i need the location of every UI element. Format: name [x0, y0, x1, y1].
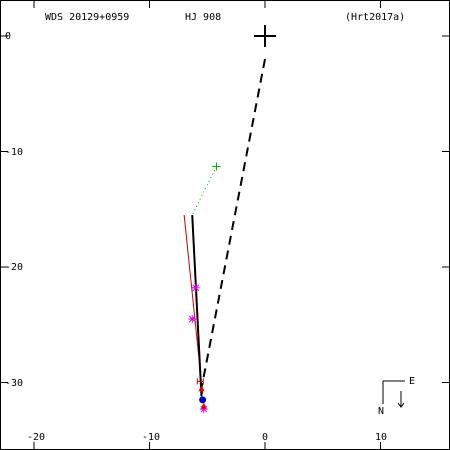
red-triangle-point — [200, 402, 207, 409]
x-tick-label: -10 — [142, 432, 160, 443]
reference-label: (Hrt2017a) — [345, 12, 405, 23]
magenta-asterisk-point — [191, 283, 200, 292]
y-tick-label: -10 — [5, 147, 23, 158]
node-line — [200, 58, 266, 389]
magenta-asterisk-point — [199, 405, 208, 414]
y-tick-label: -20 — [5, 262, 23, 273]
orbit-arc — [191, 214, 203, 397]
green-plus-point — [212, 162, 221, 171]
red-bracket-point — [196, 378, 204, 385]
y-tick-label: -30 — [5, 378, 23, 389]
red-triangle-point — [198, 385, 205, 392]
x-tick-label: -20 — [27, 432, 45, 443]
primary-star-marker — [254, 25, 276, 47]
magenta-asterisk-point — [188, 314, 197, 323]
blue-dot-point — [199, 396, 207, 404]
x-tick-label: 10 — [375, 432, 387, 443]
motion-arrow-icon — [397, 391, 405, 408]
discoverer-label: HJ 908 — [185, 12, 221, 23]
compass-north-label: N — [378, 406, 384, 417]
wds-id-label: WDS 20129+0959 — [45, 12, 129, 23]
y-tick-label: 0 — [5, 31, 11, 42]
residual-link — [191, 166, 217, 216]
compass: E N — [378, 376, 415, 417]
observation-markers — [188, 162, 221, 414]
x-tick-label: 0 — [262, 432, 268, 443]
compass-east-label: E — [409, 376, 415, 387]
